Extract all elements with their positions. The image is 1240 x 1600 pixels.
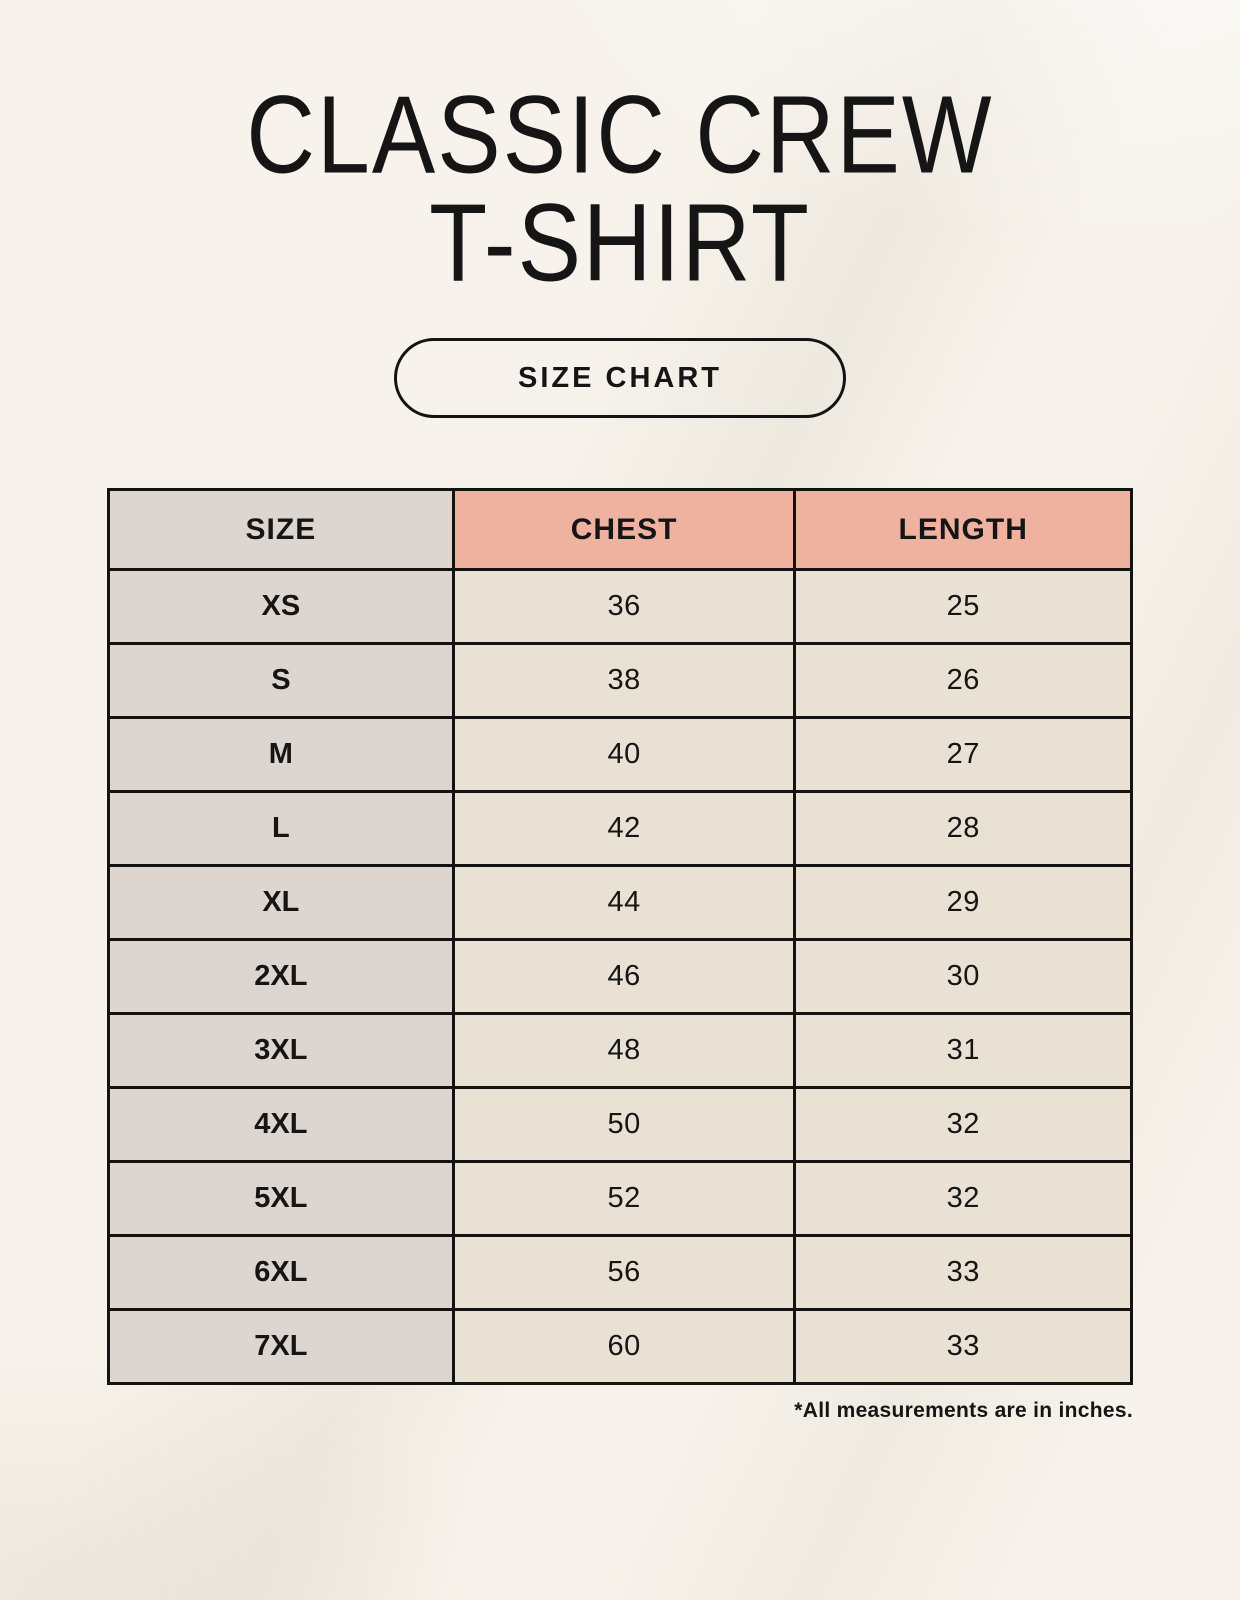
table-row: 5XL 52 32: [107, 1160, 1133, 1238]
size-table: SIZE CHEST LENGTH XS 36 25 S 38 26: [107, 488, 1133, 1386]
size-value: M: [107, 716, 455, 794]
length-value: 29: [793, 864, 1133, 942]
chest-value: 48: [451, 1012, 797, 1090]
size-value: 3XL: [107, 1012, 455, 1090]
page-title: CLASSIC CREW T-SHIRT: [0, 73, 1240, 305]
size-chart-button[interactable]: SIZE CHART: [394, 338, 846, 419]
size-value: L: [107, 790, 455, 868]
size-value: XL: [107, 864, 455, 942]
size-table-container: SIZE CHEST LENGTH XS 36 25 S 38 26: [107, 488, 1133, 1423]
length-value: 27: [793, 716, 1133, 794]
table-row: 6XL 56 33: [107, 1234, 1133, 1312]
table-row: 3XL 48 31: [107, 1012, 1133, 1090]
chest-value: 40: [451, 716, 797, 794]
column-header-length: LENGTH: [793, 488, 1133, 572]
length-value: 25: [793, 568, 1133, 646]
size-value: XS: [107, 568, 455, 646]
length-value: 26: [793, 642, 1133, 720]
length-value: 32: [793, 1160, 1133, 1238]
size-value: 2XL: [107, 938, 455, 1016]
size-value: S: [107, 642, 455, 720]
table-row: XS 36 25: [107, 568, 1133, 646]
size-value: 7XL: [107, 1308, 455, 1386]
chest-value: 50: [451, 1086, 797, 1164]
length-value: 31: [793, 1012, 1133, 1090]
measurement-footnote: *All measurements are in inches.: [794, 1399, 1133, 1423]
table-row: XL 44 29: [107, 864, 1133, 942]
page-title-line1: CLASSIC CREW: [246, 73, 994, 197]
table-row: 4XL 50 32: [107, 1086, 1133, 1164]
chest-value: 38: [451, 642, 797, 720]
header-row: SIZE CHEST LENGTH: [107, 488, 1133, 572]
size-value: 5XL: [107, 1160, 455, 1238]
length-value: 32: [793, 1086, 1133, 1164]
table-row: 2XL 46 30: [107, 938, 1133, 1016]
table-row: 7XL 60 33: [107, 1308, 1133, 1386]
size-value: 4XL: [107, 1086, 455, 1164]
table-row: L 42 28: [107, 790, 1133, 868]
chest-value: 36: [451, 568, 797, 646]
table-row: M 40 27: [107, 716, 1133, 794]
table-row: S 38 26: [107, 642, 1133, 720]
chest-value: 42: [451, 790, 797, 868]
length-value: 33: [793, 1234, 1133, 1312]
chest-value: 46: [451, 938, 797, 1016]
column-header-size: SIZE: [107, 488, 455, 572]
chest-value: 56: [451, 1234, 797, 1312]
chest-value: 60: [451, 1308, 797, 1386]
size-value: 6XL: [107, 1234, 455, 1312]
chest-value: 52: [451, 1160, 797, 1238]
chest-value: 44: [451, 864, 797, 942]
length-value: 30: [793, 938, 1133, 1016]
length-value: 28: [793, 790, 1133, 868]
length-value: 33: [793, 1308, 1133, 1386]
page-title-line2: T-SHIRT: [429, 181, 811, 305]
column-header-chest: CHEST: [451, 488, 797, 572]
